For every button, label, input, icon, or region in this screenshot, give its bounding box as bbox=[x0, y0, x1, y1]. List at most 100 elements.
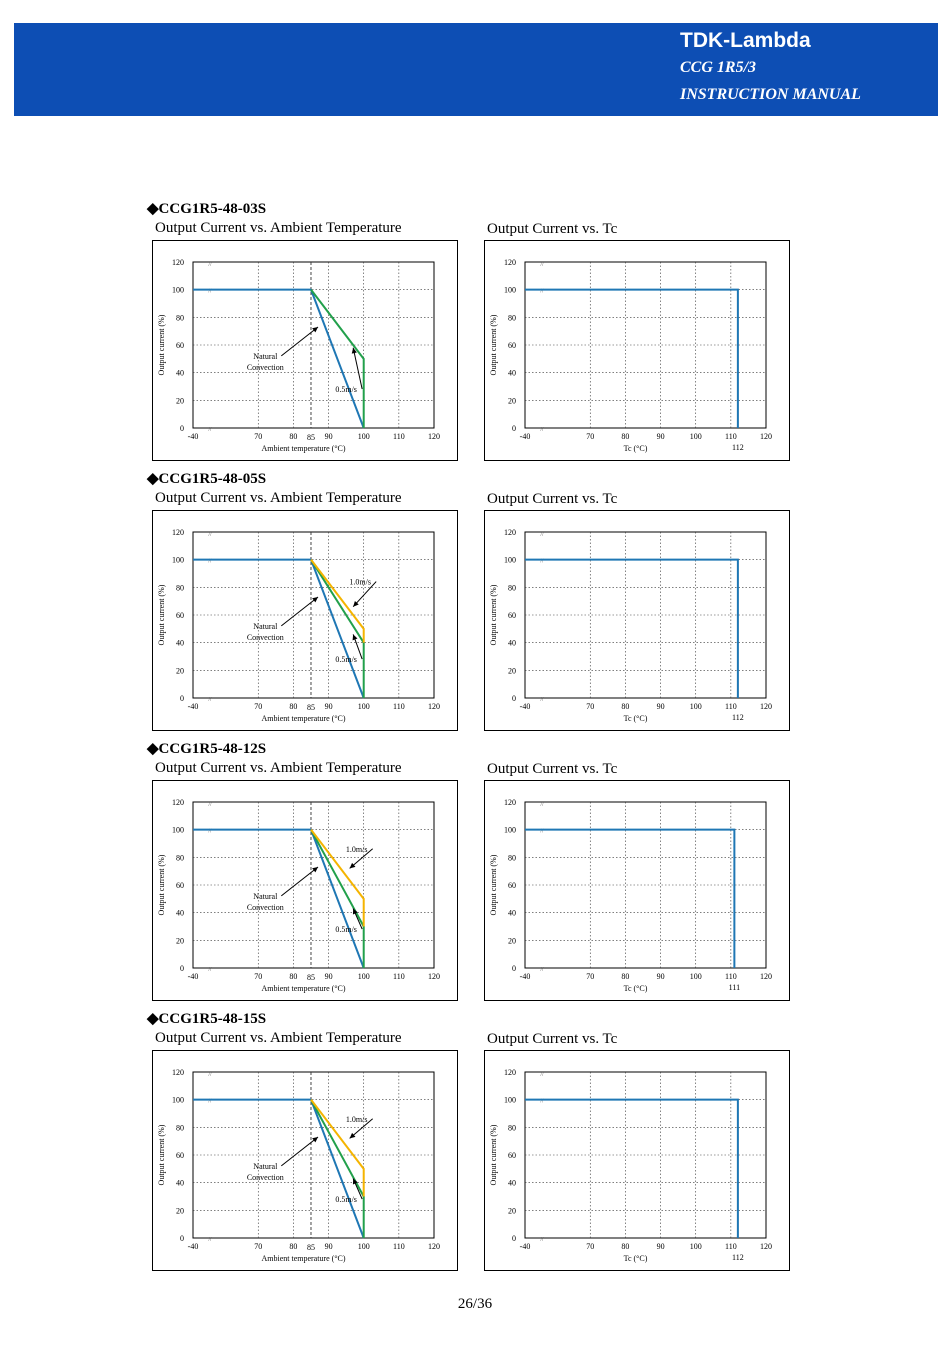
series-line bbox=[193, 558, 365, 699]
y-axis-title: Output current (%) bbox=[489, 314, 498, 375]
y-tick-label: 60 bbox=[176, 1151, 184, 1160]
x-tick-label: -40 bbox=[520, 702, 531, 711]
x-tick-label: 90 bbox=[657, 432, 665, 441]
x-tick-label: 90 bbox=[325, 702, 333, 711]
y-tick-label: 0 bbox=[180, 694, 184, 703]
x-tick-label: -40 bbox=[520, 432, 531, 441]
y-tick-label: 20 bbox=[176, 666, 184, 675]
x-tick-label: 120 bbox=[428, 1242, 440, 1251]
annotation-arrow bbox=[352, 581, 377, 608]
annotation-label: 0.5m/s bbox=[335, 385, 357, 394]
x-tick-label: 80 bbox=[621, 972, 629, 981]
chart-frame bbox=[152, 510, 458, 731]
y-tick-label: 20 bbox=[508, 396, 516, 405]
x-tick-label-extra: 112 bbox=[732, 443, 744, 452]
x-tick-label: 90 bbox=[325, 432, 333, 441]
x-tick-label: 100 bbox=[358, 432, 370, 441]
chart-title-ambient-12s: Output Current vs. Ambient Temperature bbox=[155, 760, 402, 776]
chart-title-tc-05s: Output Current vs. Tc bbox=[487, 491, 618, 507]
y-tick-label: 100 bbox=[172, 826, 184, 835]
axis-break-mark: // bbox=[540, 1072, 544, 1078]
y-tick-label: 80 bbox=[508, 853, 516, 862]
annotation-arrow bbox=[280, 866, 319, 897]
series-line bbox=[525, 558, 739, 698]
x-axis-title: Tc (°C) bbox=[624, 984, 648, 993]
y-tick-label: 0 bbox=[512, 424, 516, 433]
series-line bbox=[310, 559, 365, 643]
x-tick-label: 70 bbox=[254, 1242, 262, 1251]
x-tick-label: 80 bbox=[289, 432, 297, 441]
y-axis-title: Output current (%) bbox=[489, 854, 498, 915]
page-number: 26/36 bbox=[457, 1296, 493, 1312]
y-tick-label: 120 bbox=[172, 798, 184, 807]
annotation-label: 1.0m/s bbox=[346, 845, 368, 854]
x-tick-label: -40 bbox=[520, 1242, 531, 1251]
x-axis-title: Ambient temperature (°C) bbox=[261, 444, 345, 453]
x-tick-label: 110 bbox=[725, 1242, 737, 1251]
x-tick-label: 70 bbox=[586, 1242, 594, 1251]
chart-frame bbox=[152, 240, 458, 461]
axis-break-mark: // bbox=[208, 1072, 212, 1078]
y-tick-label: 60 bbox=[508, 1151, 516, 1160]
chart-title-ambient-05s: Output Current vs. Ambient Temperature bbox=[155, 490, 402, 506]
axis-break-mark: // bbox=[208, 427, 212, 433]
series-line bbox=[525, 1098, 739, 1238]
x-tick-label: 110 bbox=[393, 972, 405, 981]
x-tick-label: 110 bbox=[393, 702, 405, 711]
section-title-03s: ◆CCG1R5-48-03S bbox=[147, 201, 267, 217]
chart-title-tc-15s: Output Current vs. Tc bbox=[487, 1031, 618, 1047]
axis-break-mark: // bbox=[540, 1237, 544, 1243]
x-tick-label: 90 bbox=[657, 702, 665, 711]
x-tick-label: -40 bbox=[520, 972, 531, 981]
axis-break-mark: // bbox=[540, 697, 544, 703]
axis-break-mark: // bbox=[540, 967, 544, 973]
x-tick-label: 80 bbox=[289, 1242, 297, 1251]
y-axis-title: Output current (%) bbox=[489, 584, 498, 645]
y-tick-label: 0 bbox=[180, 964, 184, 973]
y-tick-label: 80 bbox=[176, 1123, 184, 1132]
y-tick-label: 0 bbox=[512, 1234, 516, 1243]
x-tick-label: 90 bbox=[325, 972, 333, 981]
x-tick-label: 100 bbox=[358, 702, 370, 711]
axis-break-mark: // bbox=[540, 802, 544, 808]
x-tick-label: 120 bbox=[428, 702, 440, 711]
y-axis-title: Output current (%) bbox=[157, 584, 166, 645]
y-tick-label: 80 bbox=[508, 1123, 516, 1132]
annotation-label: Convection bbox=[247, 633, 284, 642]
axis-break-mark: // bbox=[540, 289, 544, 295]
y-tick-label: 40 bbox=[508, 909, 516, 918]
y-tick-label: 100 bbox=[504, 1096, 516, 1105]
series-line bbox=[193, 288, 365, 429]
y-tick-label: 100 bbox=[504, 556, 516, 565]
y-tick-label: 20 bbox=[508, 666, 516, 675]
y-tick-label: 60 bbox=[176, 881, 184, 890]
section-title-05s: ◆CCG1R5-48-05S bbox=[147, 471, 267, 487]
section-title-15s: ◆CCG1R5-48-15S bbox=[147, 1011, 267, 1027]
x-tick-label: -40 bbox=[188, 432, 199, 441]
chart-frame bbox=[484, 780, 790, 1001]
annotation-arrowhead bbox=[312, 1137, 319, 1143]
series-line bbox=[525, 828, 736, 968]
series-line bbox=[310, 829, 365, 927]
brand-name: TDK-Lambda bbox=[680, 29, 811, 52]
y-tick-label: 60 bbox=[508, 881, 516, 890]
chart-frame bbox=[152, 1050, 458, 1271]
y-tick-label: 120 bbox=[172, 528, 184, 537]
y-tick-label: 100 bbox=[172, 286, 184, 295]
x-tick-label: 100 bbox=[690, 972, 702, 981]
chart-title-tc-03s: Output Current vs. Tc bbox=[487, 221, 618, 237]
series-line bbox=[193, 1098, 365, 1239]
y-tick-label: 20 bbox=[508, 1206, 516, 1215]
axis-break-mark: // bbox=[208, 829, 212, 835]
manual-title: INSTRUCTION MANUAL bbox=[680, 86, 861, 103]
x-tick-label-extra: 112 bbox=[732, 713, 744, 722]
y-tick-label: 120 bbox=[504, 258, 516, 267]
chart-ambient-12s: // // // 0 20 40 60 80 100 120 -40 70 80 85 90 100 110 12… bbox=[152, 780, 458, 1001]
annotation-label: Natural bbox=[253, 1162, 278, 1171]
annotation-label: Natural bbox=[253, 622, 278, 631]
y-tick-label: 80 bbox=[176, 583, 184, 592]
y-tick-label: 40 bbox=[176, 639, 184, 648]
y-tick-label: 80 bbox=[508, 313, 516, 322]
header-bar: TDK-Lambda CCG 1R5/3 INSTRUCTION MANUAL bbox=[14, 23, 938, 116]
x-tick-label: 80 bbox=[289, 972, 297, 981]
